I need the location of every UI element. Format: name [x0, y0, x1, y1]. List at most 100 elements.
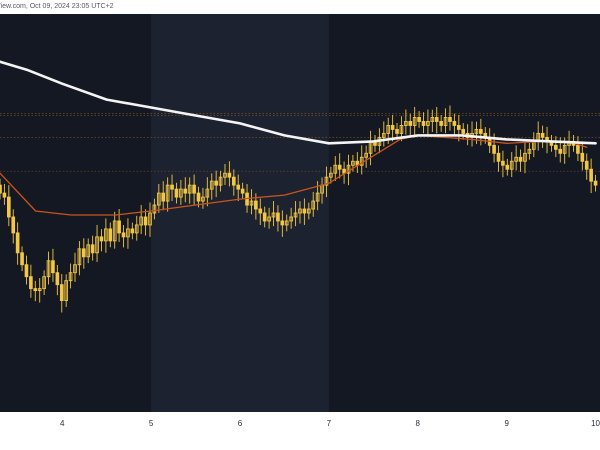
candle: [11, 209, 16, 244]
candle-body: [148, 212, 152, 226]
candle: [46, 251, 51, 285]
candle-body: [492, 144, 496, 154]
candle-body: [496, 152, 501, 162]
candle-body: [73, 264, 77, 274]
candle: [231, 169, 236, 196]
candle-body: [554, 144, 558, 150]
candle: [523, 142, 527, 174]
candle-body: [214, 180, 218, 186]
candle-body: [346, 164, 351, 174]
candle-body: [227, 172, 232, 178]
candle-body: [254, 200, 258, 210]
candle: [90, 235, 95, 261]
moving-averages: [0, 60, 597, 216]
candle: [161, 181, 166, 211]
candle: [267, 207, 271, 229]
candle: [143, 209, 148, 236]
candle: [126, 218, 130, 249]
candle-body: [156, 192, 161, 206]
candle-body: [417, 117, 421, 122]
candle-body: [329, 172, 333, 178]
candle-body: [527, 148, 532, 154]
slow-moving-average-line: [0, 60, 597, 145]
candle: [15, 222, 20, 265]
candle: [68, 263, 73, 289]
candle: [426, 109, 430, 135]
candle-body: [0, 184, 2, 194]
candle-body: [501, 160, 505, 166]
candle: [258, 198, 263, 225]
candle: [306, 202, 311, 220]
candle: [205, 177, 210, 207]
candle-body: [99, 236, 104, 242]
candle-body: [196, 192, 201, 202]
candle: [73, 252, 77, 282]
candle: [209, 173, 214, 200]
candle-body: [426, 121, 430, 126]
x-tick-label: 5: [149, 419, 154, 428]
candle: [311, 191, 316, 217]
candle-body: [298, 208, 302, 214]
candle-body: [593, 180, 598, 186]
candle-body: [165, 184, 170, 202]
candle: [37, 278, 42, 303]
candle: [95, 224, 99, 262]
candle-body: [143, 216, 148, 226]
candle: [540, 125, 545, 148]
candle-body: [284, 220, 289, 226]
candle-body: [293, 212, 298, 218]
candle-body: [205, 188, 210, 198]
candle-body: [276, 212, 280, 222]
candle-body: [267, 216, 271, 222]
candle-body: [95, 236, 99, 254]
candle: [293, 201, 298, 227]
header-source-text: View.com, Oct 09, 2024 23:05 UTC+2: [0, 3, 114, 10]
candle-body: [126, 228, 130, 238]
candle-body: [201, 196, 205, 202]
candle: [417, 111, 421, 128]
candle-body: [192, 184, 196, 194]
candle: [527, 142, 532, 160]
candle-body: [540, 132, 545, 138]
candle-body: [509, 160, 514, 170]
candle: [24, 255, 29, 285]
candle-body: [576, 144, 580, 154]
candle: [461, 123, 466, 140]
candle-body: [249, 200, 254, 206]
candle: [554, 136, 558, 158]
candle: [0, 178, 2, 200]
x-tick-label: 6: [238, 419, 243, 428]
candle: [289, 207, 293, 229]
candle-body: [24, 264, 29, 278]
candle: [214, 170, 218, 198]
candle-body: [2, 192, 7, 198]
candle-body: [218, 176, 223, 186]
candle: [165, 177, 170, 212]
candle: [421, 112, 426, 134]
candle: [359, 145, 364, 175]
candle-body: [51, 260, 55, 274]
candle-body: [381, 132, 386, 138]
x-tick-label: 4: [60, 419, 65, 428]
candle-body: [514, 156, 518, 162]
candle-body: [412, 117, 417, 126]
x-tick-label: 9: [504, 419, 509, 428]
candle-body: [443, 117, 448, 126]
x-tick-label: 7: [327, 419, 332, 428]
candle-body: [430, 117, 435, 122]
candle-body: [311, 200, 316, 210]
candle: [183, 177, 188, 203]
candle: [86, 238, 91, 264]
candle-body: [68, 272, 73, 282]
candle: [2, 183, 7, 205]
candle: [448, 105, 452, 131]
candle: [187, 177, 192, 204]
candle-body: [161, 192, 166, 202]
candle: [593, 174, 598, 192]
candle: [408, 113, 413, 136]
candle-body: [46, 260, 51, 278]
candle: [439, 115, 443, 132]
candle-body: [434, 117, 439, 122]
candle-body: [324, 176, 329, 186]
candle-body: [20, 252, 24, 266]
